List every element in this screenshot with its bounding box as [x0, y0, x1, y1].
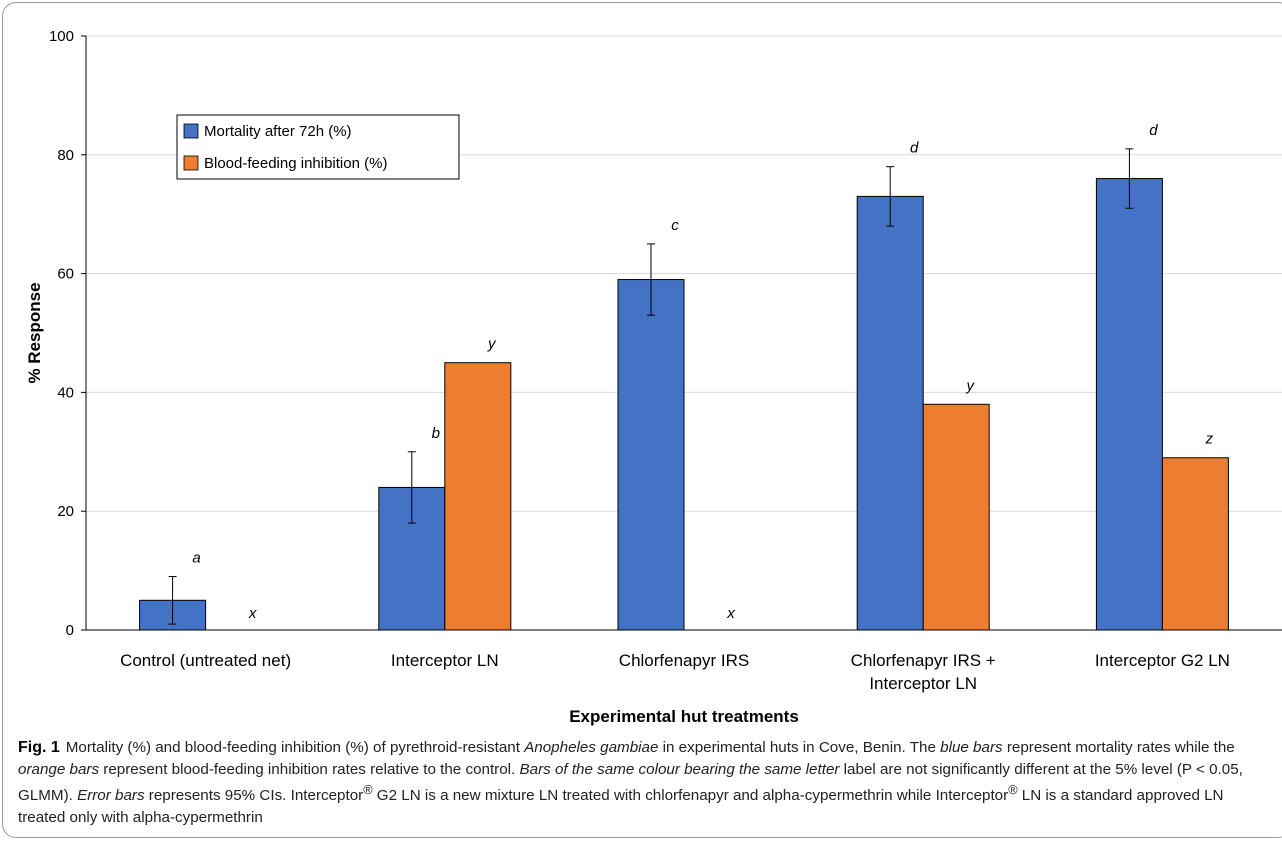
- bar-mortality: [1095, 178, 1163, 631]
- category-label: Chlorfenapyr IRS +: [851, 651, 996, 670]
- y-tick-label: 20: [57, 503, 74, 520]
- labels: 0 20 40 60 80 100 a x Control (untreated net) b y I…: [49, 28, 1230, 693]
- caption-text: Mortality (%) and blood-feeding inhibiti…: [18, 739, 1243, 826]
- x-axis-title: Experimental hut treatments: [569, 707, 799, 726]
- figure-caption: Fig. 1 Mortality (%) and blood-feeding in…: [18, 737, 1268, 828]
- category-label: Control (untreated net): [120, 651, 291, 670]
- significance-letter: d: [1149, 122, 1158, 139]
- significance-letter: y: [487, 336, 497, 353]
- y-tick-label: 60: [57, 266, 74, 283]
- axes: [85, 36, 1282, 631]
- bars: [139, 148, 1229, 631]
- y-tick-label: 80: [57, 147, 74, 164]
- legend-swatch-bloodfeeding: [183, 155, 199, 171]
- y-axis-title: % Response: [25, 282, 44, 383]
- bar-chart: 0 20 40 60 80 100 a x Control (untreated net) b y I…: [25, 28, 1282, 726]
- bar-mortality: [856, 195, 924, 631]
- bar-mortality: [617, 279, 685, 631]
- legend-label-mortality: Mortality after 72h (%): [204, 123, 352, 140]
- significance-letter: y: [965, 377, 975, 394]
- category-label: Interceptor LN: [391, 651, 499, 670]
- category-label: Interceptor G2 LN: [1095, 651, 1230, 670]
- legend-label-bloodfeeding: Blood-feeding inhibition (%): [204, 155, 387, 172]
- legend-swatch-mortality: [183, 123, 199, 139]
- significance-letter: b: [432, 425, 440, 442]
- significance-letter: d: [910, 140, 919, 157]
- y-tick-label: 40: [57, 384, 74, 401]
- significance-letter: x: [248, 605, 257, 622]
- legend: Mortality after 72h (%) Blood-feeding in…: [176, 114, 460, 180]
- caption-label: Fig. 1: [18, 739, 60, 756]
- significance-letter: z: [1205, 431, 1214, 448]
- bar-bloodfeeding: [1161, 457, 1229, 631]
- y-tick-label: 100: [49, 28, 74, 45]
- significance-letter: c: [671, 217, 679, 234]
- bar-bloodfeeding: [922, 403, 990, 631]
- bar-bloodfeeding: [444, 362, 512, 631]
- category-label: Interceptor LN: [869, 674, 977, 693]
- legend-box: [176, 114, 460, 180]
- significance-letter: x: [726, 605, 735, 622]
- y-tick-label: 0: [66, 622, 74, 639]
- category-label: Chlorfenapyr IRS: [619, 651, 749, 670]
- significance-letter: a: [192, 550, 200, 567]
